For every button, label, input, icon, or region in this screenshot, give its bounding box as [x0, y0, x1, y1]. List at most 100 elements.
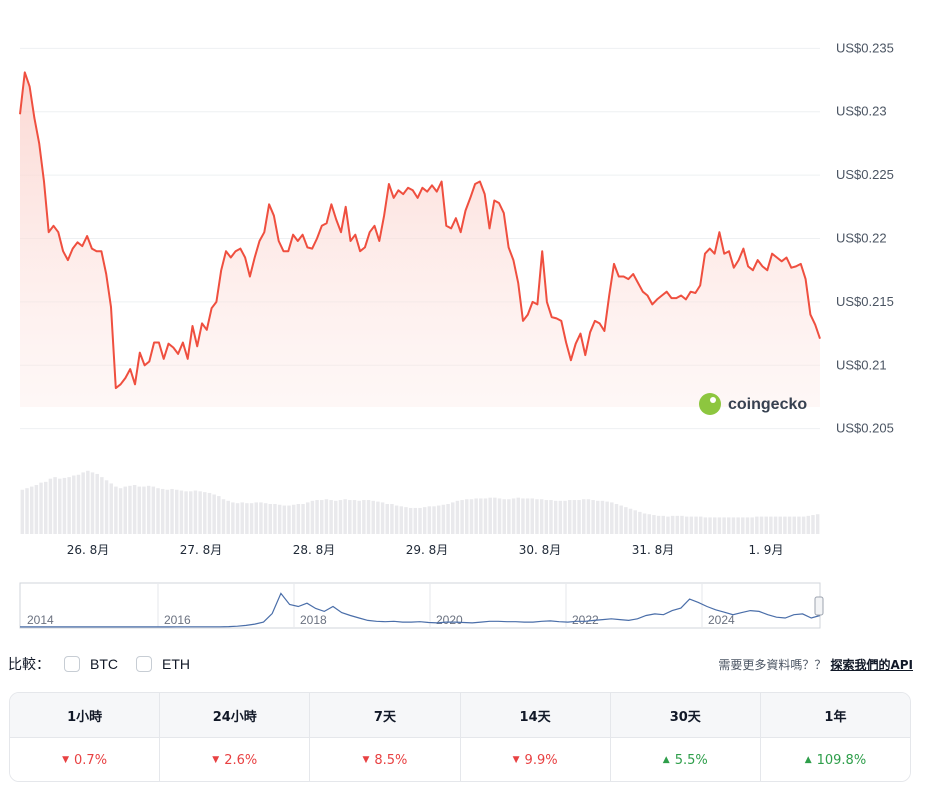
volume-bar: [282, 505, 287, 534]
volume-bar: [586, 499, 591, 534]
compare-eth-option[interactable]: ETH: [136, 656, 190, 672]
period-14d-header: 14天: [461, 693, 611, 737]
volume-bar: [469, 499, 474, 534]
compare-btc-option[interactable]: BTC: [64, 656, 118, 672]
y-tick-label: US$0.21: [836, 357, 887, 372]
volume-bar: [474, 498, 478, 534]
volume-bar: [146, 485, 151, 534]
volume-bar: [100, 477, 104, 534]
volume-bar: [352, 500, 357, 534]
y-tick-label: US$0.23: [836, 104, 887, 119]
volume-bar: [371, 500, 375, 534]
volume-bar: [174, 489, 179, 534]
volume-bar: [418, 507, 422, 534]
volume-bar: [212, 494, 216, 534]
volume-bar: [34, 485, 39, 534]
down-triangle-icon: ▼: [512, 755, 520, 765]
volume-bar: [432, 506, 436, 534]
watermark-text: coingecko: [728, 396, 807, 413]
change-7d-value: 8.5%: [374, 752, 408, 768]
volume-bar: [502, 499, 506, 534]
volume-bar: [567, 500, 572, 534]
volume-bar: [511, 498, 516, 534]
navigator-year-label: 2014: [27, 613, 54, 627]
volume-bar: [815, 514, 820, 534]
volume-bar: [436, 505, 441, 534]
volume-bar: [380, 502, 385, 534]
volume-bar: [750, 517, 754, 534]
volume-bar: [731, 517, 736, 534]
volume-bar: [647, 514, 651, 534]
explore-api-link[interactable]: 探索我們的API: [830, 657, 913, 672]
period-30d-header: 30天: [611, 693, 761, 737]
volume-bar: [544, 500, 549, 534]
volume-bar: [413, 507, 418, 534]
volume-bar: [226, 500, 230, 534]
volume-bar: [638, 511, 642, 534]
volume-bar: [170, 488, 174, 534]
volume-bar: [460, 500, 464, 534]
volume-bar: [516, 497, 520, 534]
navigator-handle[interactable]: [814, 596, 824, 616]
y-tick-label: US$0.22: [836, 231, 887, 246]
volume-bar: [259, 502, 263, 534]
change-24h-value: 2.6%: [224, 752, 258, 768]
volume-bar: [596, 500, 600, 534]
volume-bar: [203, 492, 207, 534]
volume-bar: [675, 515, 680, 534]
volume-bar: [235, 503, 240, 534]
volume-bar: [277, 504, 282, 534]
volume-bar: [58, 478, 62, 534]
volume-bar: [104, 480, 109, 534]
down-triangle-icon: ▼: [362, 755, 370, 765]
volume-bar: [745, 517, 750, 534]
volume-bar: [76, 474, 81, 534]
volume-bars: [20, 470, 820, 534]
volume-bar: [741, 517, 745, 534]
volume-bar: [558, 500, 563, 534]
coingecko-watermark: coingecko: [699, 393, 807, 415]
volume-bar: [577, 500, 581, 534]
y-axis-labels: US$0.205 US$0.21 US$0.215 US$0.22 US$0.225 US…: [836, 40, 894, 435]
down-triangle-icon: ▼: [212, 755, 220, 765]
range-navigator[interactable]: 2014 2016 2018 2020 2022 2024: [19, 582, 824, 629]
volume-bar: [156, 488, 160, 534]
volume-bar: [455, 500, 460, 534]
volume-bar: [465, 499, 469, 534]
volume-bar: [717, 517, 722, 534]
volume-bar: [399, 506, 404, 534]
volume-bar: [530, 498, 535, 534]
volume-bar: [118, 488, 123, 534]
volume-bar: [759, 516, 764, 534]
navigator-line: [20, 592, 821, 628]
volume-bar: [160, 488, 165, 534]
volume-bar: [605, 501, 609, 534]
eth-checkbox[interactable]: [136, 656, 152, 672]
btc-checkbox[interactable]: [64, 656, 80, 672]
x-tick-label: 29. 8月: [406, 543, 449, 557]
x-tick-label: 27. 8月: [180, 543, 223, 557]
volume-bar: [249, 503, 254, 534]
navigator-year-label: 2020: [436, 613, 463, 627]
volume-bar: [20, 489, 25, 534]
price-chart[interactable]: US$0.205 US$0.21 US$0.215 US$0.22 US$0.225 US…: [0, 0, 933, 640]
volume-bar: [708, 517, 712, 534]
volume-bar: [343, 499, 347, 534]
volume-bar: [296, 503, 301, 534]
volume-bar: [240, 502, 244, 534]
volume-bar: [483, 498, 488, 534]
volume-bar: [684, 516, 689, 534]
volume-bar: [128, 485, 132, 534]
volume-bar: [151, 486, 156, 534]
volume-bar: [727, 517, 731, 534]
volume-bar: [67, 477, 71, 534]
volume-bar: [207, 492, 212, 534]
volume-bar: [404, 507, 408, 534]
volume-bar: [348, 500, 352, 534]
volume-bar: [624, 507, 628, 534]
performance-values-row: ▼ 0.7% ▼ 2.6% ▼ 8.5% ▼ 9.9% ▲ 5.5% ▲ 109.8%: [10, 737, 910, 781]
volume-bar: [736, 517, 740, 534]
volume-bar: [694, 516, 698, 534]
volume-bar: [39, 482, 43, 534]
volume-bar: [507, 499, 511, 534]
